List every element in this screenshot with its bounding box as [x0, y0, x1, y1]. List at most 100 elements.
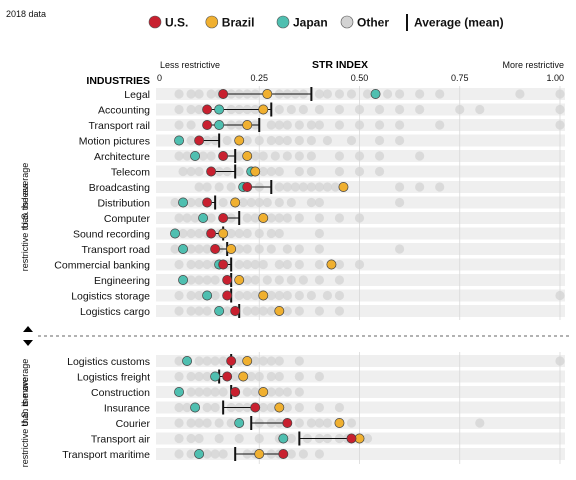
industry-label: Computer [104, 213, 151, 225]
other-dot [306, 182, 316, 192]
brazil-dot [262, 89, 273, 99]
other-dot [250, 259, 260, 270]
other-dot [210, 449, 220, 459]
brazil-dot [242, 356, 253, 366]
other-dot [314, 371, 324, 382]
other-dot [254, 244, 264, 254]
other-dot [475, 104, 485, 115]
us-dot [230, 306, 241, 316]
industry-label: Insurance [104, 403, 150, 415]
other-dot [222, 135, 232, 146]
other-dot [475, 418, 485, 428]
other-dot [194, 387, 204, 397]
us-dot [222, 275, 233, 285]
other-dot [334, 120, 345, 130]
other-dot [194, 197, 204, 208]
other-dot [174, 356, 184, 366]
other-dot [266, 228, 276, 239]
other-dot [174, 104, 184, 115]
industry-label: Broadcasting [89, 182, 150, 194]
brazil-dot [242, 120, 253, 130]
japan-dot [278, 433, 289, 444]
industry-label: Transport air [91, 434, 151, 446]
other-dot [206, 151, 216, 161]
legend-swatch-japan [276, 15, 290, 29]
other-dot [294, 418, 304, 428]
other-dot [282, 135, 292, 146]
other-dot [202, 244, 212, 254]
other-dot [186, 166, 196, 177]
other-dot [258, 356, 268, 366]
other-dot [298, 275, 308, 285]
other-dot [202, 182, 212, 192]
other-dot [334, 89, 345, 99]
x-min-label: Less restrictive [160, 60, 220, 70]
other-dot [395, 182, 405, 192]
other-dot [274, 275, 284, 285]
other-dot [182, 151, 192, 161]
other-dot [298, 449, 308, 459]
other-dot [334, 166, 345, 177]
other-dot [186, 290, 196, 301]
other-dot [274, 135, 284, 146]
other-dot [206, 213, 216, 223]
up-arrow-icon [23, 326, 33, 332]
other-dot [170, 244, 180, 254]
other-dot [282, 151, 292, 161]
other-dot [374, 104, 385, 115]
other-dot [354, 213, 365, 223]
other-dot [274, 182, 284, 192]
row-band [156, 196, 565, 209]
other-dot [234, 228, 244, 239]
other-dot [178, 228, 188, 239]
other-dot [242, 275, 252, 285]
other-dot [250, 356, 260, 366]
other-dot [334, 259, 345, 270]
other-dot [274, 290, 284, 301]
other-dot [314, 402, 324, 413]
other-dot [294, 402, 304, 413]
other-dot [210, 402, 220, 413]
other-dot [242, 387, 252, 397]
us-dot [230, 387, 241, 397]
other-dot [234, 244, 244, 254]
x-max-label: More restrictive [502, 60, 564, 70]
other-dot [250, 387, 260, 397]
other-dot [274, 228, 284, 239]
other-dot [266, 371, 276, 382]
industry-label: Construction [91, 387, 150, 399]
other-dot [395, 89, 405, 99]
other-dot [274, 120, 284, 130]
us-dot [202, 104, 213, 115]
us-dot [218, 89, 229, 99]
other-dot [226, 182, 236, 192]
us-dot [226, 356, 237, 366]
brazil-dot [234, 275, 245, 285]
x-tick-label: 0.75 [451, 73, 469, 83]
industry-label: Logistics storage [71, 291, 150, 303]
other-dot [334, 104, 345, 115]
other-dot [555, 104, 565, 115]
other-dot [266, 213, 276, 223]
other-dot [334, 290, 345, 301]
other-dot [246, 197, 256, 208]
other-dot [254, 433, 264, 444]
industry-label: Courier [116, 418, 151, 430]
other-dot [395, 120, 405, 130]
other-dot [258, 259, 268, 270]
other-dot [174, 120, 184, 130]
other-dot [214, 433, 224, 444]
japan-dot [170, 228, 180, 239]
other-dot [334, 213, 345, 223]
us-dot [282, 418, 293, 428]
industry-label: Sound recording [73, 229, 150, 241]
other-dot [274, 371, 284, 382]
legend-label: Average (mean) [414, 16, 504, 30]
japan-dot [182, 356, 193, 366]
other-dot [415, 104, 425, 115]
us-dot [218, 259, 229, 270]
us-dot [278, 449, 289, 459]
other-dot [354, 259, 365, 270]
us-dot [218, 151, 229, 161]
industry-label: Transport maritime [62, 449, 150, 461]
